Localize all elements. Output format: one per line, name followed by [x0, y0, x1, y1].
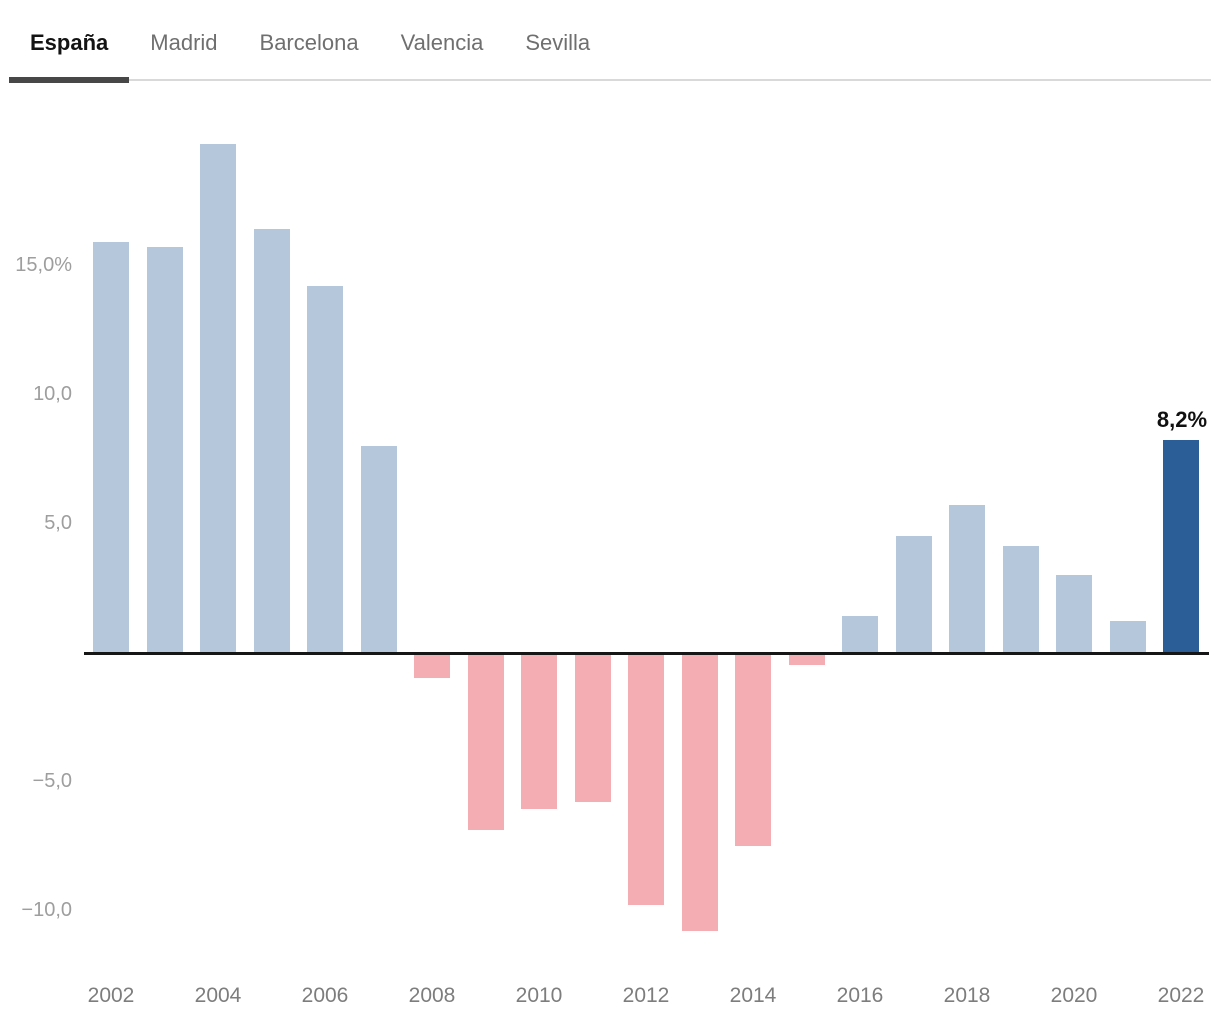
y-axis-tick-label: −5,0 [32, 770, 72, 792]
bar-2012 [628, 655, 664, 905]
bar-2014 [735, 655, 771, 846]
tab-espana[interactable]: España [9, 0, 130, 83]
bar-2004 [200, 144, 236, 652]
y-axis-tick-label: 15,0% [15, 254, 72, 276]
x-axis-tick-label: 2018 [943, 984, 991, 1007]
bar-2016 [842, 616, 878, 652]
bar-2010 [521, 655, 557, 809]
bar-2011 [575, 655, 611, 802]
y-axis-tick-label: 5,0 [44, 512, 72, 534]
x-axis-tick-label: 2002 [87, 984, 135, 1007]
bar-2013 [682, 655, 718, 931]
bar-2021 [1110, 621, 1146, 652]
tab-sevilla[interactable]: Sevilla [525, 30, 591, 55]
bar-2015 [789, 655, 825, 665]
bar-2008 [414, 655, 450, 678]
tab-divider [9, 79, 1211, 81]
x-axis-tick-label: 2014 [729, 984, 777, 1007]
bar-2005 [254, 229, 290, 652]
y-axis-tick-label: 10,0 [33, 383, 72, 405]
tab-madrid[interactable]: Madrid [150, 30, 218, 55]
tab-valencia[interactable]: Valencia [400, 30, 484, 55]
bar-2007 [361, 446, 397, 652]
zero-axis-line [84, 652, 1209, 655]
bar-2009 [468, 655, 504, 830]
y-axis-tick-label: −10,0 [21, 899, 72, 921]
bar-2019 [1003, 546, 1039, 652]
x-axis-tick-label: 2006 [301, 984, 349, 1007]
tab-bar: España Madrid Barcelona Valencia Sevilla [9, 0, 1211, 83]
value-label-2022: 8,2% [1156, 407, 1208, 432]
x-axis-tick-label: 2020 [1050, 984, 1098, 1007]
bar-2003 [147, 247, 183, 652]
x-axis-tick-label: 2022 [1157, 984, 1205, 1007]
bar-2018 [949, 505, 985, 652]
x-axis-tick-label: 2016 [836, 984, 884, 1007]
bar-2006 [307, 286, 343, 652]
x-axis-tick-label: 2008 [408, 984, 456, 1007]
x-axis-tick-label: 2004 [194, 984, 242, 1007]
tab-list: España Madrid Barcelona Valencia Sevilla [9, 0, 611, 83]
bar-2002 [93, 242, 129, 652]
x-axis-tick-label: 2012 [622, 984, 670, 1007]
bar-2017 [896, 536, 932, 652]
bar-2022 [1163, 440, 1199, 652]
bar-2020 [1056, 575, 1092, 652]
tab-barcelona[interactable]: Barcelona [259, 30, 359, 55]
x-axis-tick-label: 2010 [515, 984, 563, 1007]
